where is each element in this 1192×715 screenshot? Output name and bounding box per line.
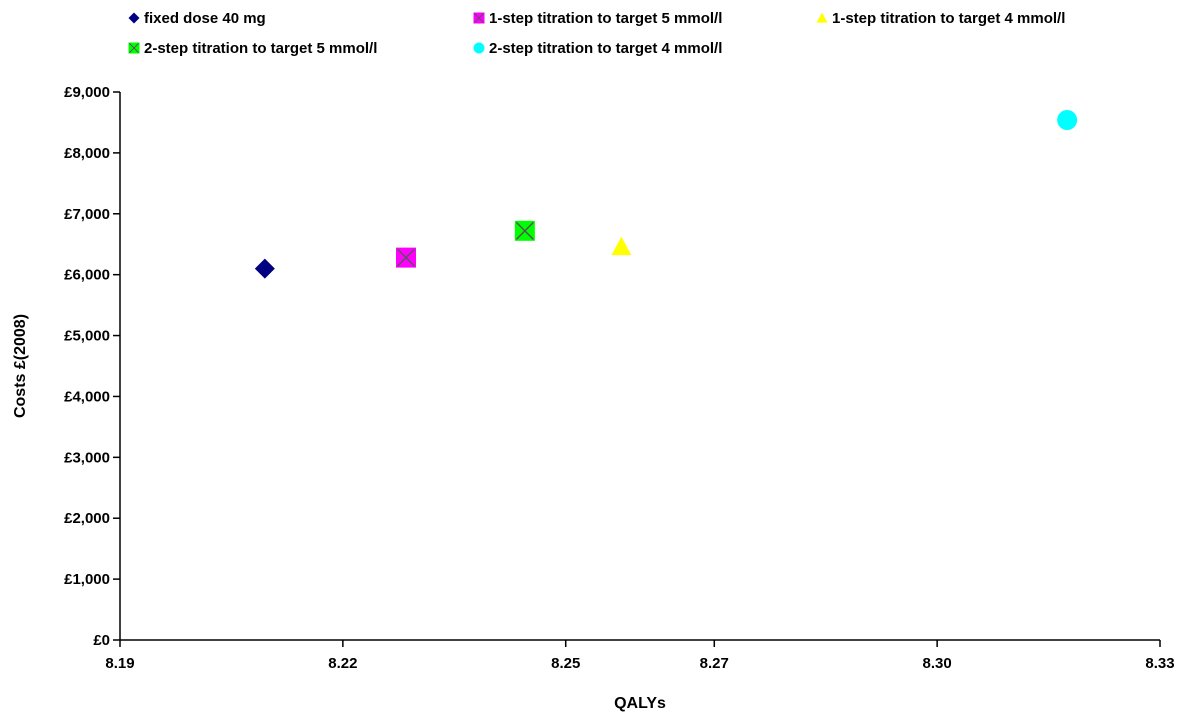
data-point: [1057, 110, 1078, 131]
y-tick-label: £8,000: [64, 145, 110, 162]
x-tick-label: 8.30: [923, 655, 952, 672]
legend-item: 1-step titration to target 5 mmol/l: [473, 10, 722, 27]
legend-marker: [816, 12, 828, 23]
legend-marker: [128, 12, 140, 24]
y-tick-label: £2,000: [64, 510, 110, 527]
x-tick-label: 8.25: [551, 655, 580, 672]
plot-area: £0 £1,000 £2,000 £3,000 £4,000 £5,000 £6,000 £7…: [64, 84, 1174, 672]
y-tick-label: £6,000: [64, 267, 110, 284]
legend-label: 2-step titration to target 5 mmol/l: [144, 40, 377, 57]
legend-label: 1-step titration to target 5 mmol/l: [489, 10, 722, 27]
x-tick-label: 8.27: [700, 655, 729, 672]
y-tick-label: £3,000: [64, 449, 110, 466]
y-axis-ticks: £0 £1,000 £2,000 £3,000 £4,000 £5,000 £6,000 £7…: [64, 84, 120, 649]
data-point: [611, 236, 632, 256]
data-point: [396, 247, 416, 268]
legend-label: 2-step titration to target 4 mmol/l: [489, 40, 722, 57]
legend-item: fixed dose 40 mg: [128, 10, 266, 27]
legend-item: 2-step titration to target 4 mmol/l: [473, 40, 722, 57]
y-tick-label: £0: [93, 632, 110, 649]
legend-label: 1-step titration to target 4 mmol/l: [832, 10, 1065, 27]
y-tick-label: £5,000: [64, 328, 110, 345]
legend-marker: [128, 42, 140, 54]
legend-marker: [473, 12, 485, 24]
y-tick-label: £9,000: [64, 84, 110, 101]
data-point: [254, 258, 275, 279]
x-axis-ticks: 8.19 8.22 8.25 8.27 8.30 8.33: [105, 640, 1175, 672]
x-axis-title: QALYs: [614, 695, 666, 712]
legend-item: 2-step titration to target 5 mmol/l: [128, 40, 377, 57]
legend-marker: [473, 42, 485, 54]
x-tick-label: 8.33: [1145, 655, 1174, 672]
y-tick-label: £7,000: [64, 206, 110, 223]
y-tick-label: £4,000: [64, 388, 110, 405]
data-points: [254, 110, 1078, 279]
x-tick-label: 8.22: [328, 655, 357, 672]
y-tick-label: £1,000: [64, 571, 110, 588]
legend-item: 1-step titration to target 4 mmol/l: [816, 10, 1065, 27]
data-point: [514, 220, 535, 241]
legend: fixed dose 40 mg 1-step titration to targ…: [128, 10, 1065, 57]
y-axis-title: Costs £(2008): [12, 314, 29, 418]
legend-label: fixed dose 40 mg: [144, 10, 266, 27]
x-tick-label: 8.19: [105, 655, 134, 672]
